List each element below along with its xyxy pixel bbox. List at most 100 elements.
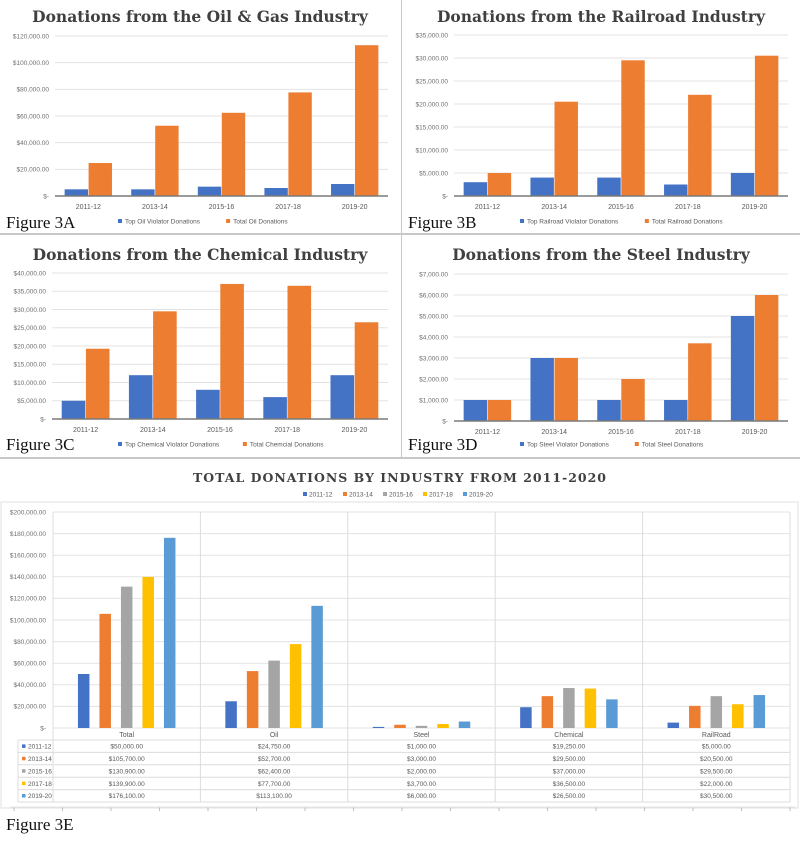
y-tick-label: $100,000.00: [10, 617, 47, 624]
figure-label: Figure 3B: [408, 213, 476, 232]
y-tick-label: $120,000.00: [10, 596, 47, 603]
chart-title: Donations from the Steel Industry: [452, 245, 751, 264]
y-tick-label: $25,000.00: [415, 78, 448, 85]
x-tick-label: 2013-14: [142, 204, 168, 211]
bar-violator: [263, 397, 287, 419]
x-tick-label: 2019-20: [742, 429, 768, 436]
y-tick-label: $15,000.00: [13, 362, 46, 369]
table-cell: $113,100.00: [256, 793, 292, 800]
y-tick-label: $100,000.00: [13, 60, 50, 67]
bar-2017-18: [289, 644, 302, 728]
bar-total: [621, 379, 645, 421]
y-tick-label: $10,000.00: [13, 380, 46, 387]
bar-2015-16: [415, 725, 428, 728]
x-tick-label: 2011-12: [475, 204, 500, 211]
y-tick-label: $140,000.00: [10, 574, 47, 581]
bar-total: [487, 400, 512, 421]
legend-label: 2013-14: [349, 491, 373, 498]
y-tick-label: $180,000.00: [10, 531, 47, 538]
x-tick-label: Chemical: [554, 732, 584, 739]
legend-swatch: [644, 219, 649, 223]
bar-2019-20: [753, 695, 766, 728]
legend-swatch: [383, 492, 387, 496]
y-tick-label: $60,000.00: [13, 661, 46, 668]
y-tick-label: $-: [43, 193, 49, 200]
bar-violator: [463, 182, 488, 196]
legend-swatch: [423, 492, 427, 496]
bar-violator: [331, 184, 355, 196]
x-tick-label: Total: [119, 732, 134, 739]
x-tick-label: 2015-16: [209, 204, 235, 211]
bar-violator: [463, 400, 488, 421]
y-tick-label: $80,000.00: [16, 87, 49, 94]
x-tick-label: 2017-18: [675, 429, 701, 436]
y-tick-label: $5,000.00: [17, 398, 46, 405]
bar-2015-16: [563, 688, 575, 728]
bar-2019-20: [606, 699, 618, 728]
bar-2011-12: [372, 726, 385, 728]
table-cell: $29,500.00: [553, 756, 586, 763]
bar-total: [220, 283, 244, 419]
table-cell: $77,700.00: [258, 781, 291, 788]
y-tick-label: $-: [40, 725, 46, 732]
bar-violator: [597, 400, 621, 421]
table-legend-swatch: [22, 794, 26, 798]
legend-label: Top Oil Violator Donations: [125, 219, 201, 226]
bar-2013-14: [394, 724, 406, 728]
bar-total: [85, 348, 110, 419]
bar-2017-18: [437, 724, 449, 728]
legend-swatch: [226, 219, 231, 223]
bar-violator: [131, 189, 155, 196]
bar-2015-16: [120, 586, 133, 728]
legend-swatch: [303, 492, 307, 496]
legend-label: 2019-20: [469, 491, 493, 498]
y-tick-label: $30,000.00: [415, 55, 448, 62]
y-tick-label: $3,000.00: [419, 355, 448, 362]
table-cell: $19,250.00: [553, 744, 586, 751]
table-row-label: 2011-12: [28, 744, 52, 751]
x-tick-label: 2013-14: [541, 204, 567, 211]
y-tick-label: $20,000.00: [13, 704, 46, 711]
panel-divider-horizontal-middle: [0, 457, 800, 459]
bar-total: [621, 60, 645, 196]
x-tick-label: 2017-18: [275, 204, 301, 211]
x-tick-label: 2015-16: [608, 204, 634, 211]
y-tick-label: $160,000.00: [10, 553, 47, 560]
chart-title: Donations from the Oil & Gas Industry: [32, 7, 369, 26]
bar-violator: [597, 177, 621, 196]
bar-total: [153, 311, 177, 419]
table-cell: $3,000.00: [407, 756, 436, 763]
x-tick-label: Steel: [414, 732, 430, 739]
bar-2019-20: [458, 721, 471, 728]
bar-violator: [530, 358, 554, 421]
bar-2013-14: [99, 613, 111, 728]
bar-2011-12: [667, 722, 680, 728]
table-cell: $24,750.00: [258, 744, 291, 751]
bar-total: [155, 125, 179, 196]
table-cell: $62,400.00: [258, 768, 291, 775]
bar-total: [287, 285, 312, 419]
legend-swatch: [520, 219, 524, 223]
y-tick-label: $80,000.00: [13, 639, 46, 646]
bar-2013-14: [246, 671, 259, 728]
y-tick-label: $7,000.00: [419, 271, 448, 278]
y-tick-label: $20,000.00: [13, 343, 46, 350]
figure-label: Figure 3C: [6, 435, 74, 454]
bar-2017-18: [142, 576, 154, 728]
legend-label: Total Oil Donations: [233, 219, 288, 226]
bar-violator: [530, 177, 554, 196]
legend-label: 2011-12: [309, 491, 333, 498]
y-tick-label: $5,000.00: [419, 313, 448, 320]
bar-total: [688, 343, 712, 421]
x-tick-label: 2019-20: [342, 204, 368, 211]
bar-2015-16: [710, 696, 723, 728]
y-tick-label: $2,000.00: [419, 376, 448, 383]
chart-title: Donations from the Railroad Industry: [437, 7, 766, 26]
y-tick-label: $20,000.00: [415, 101, 448, 108]
bar-total: [554, 358, 578, 421]
y-tick-label: $200,000.00: [10, 509, 47, 516]
table-cell: $2,000.00: [407, 768, 436, 775]
bar-violator: [330, 375, 355, 419]
bar-2013-14: [541, 696, 554, 728]
table-cell: $105,700.00: [109, 756, 146, 763]
